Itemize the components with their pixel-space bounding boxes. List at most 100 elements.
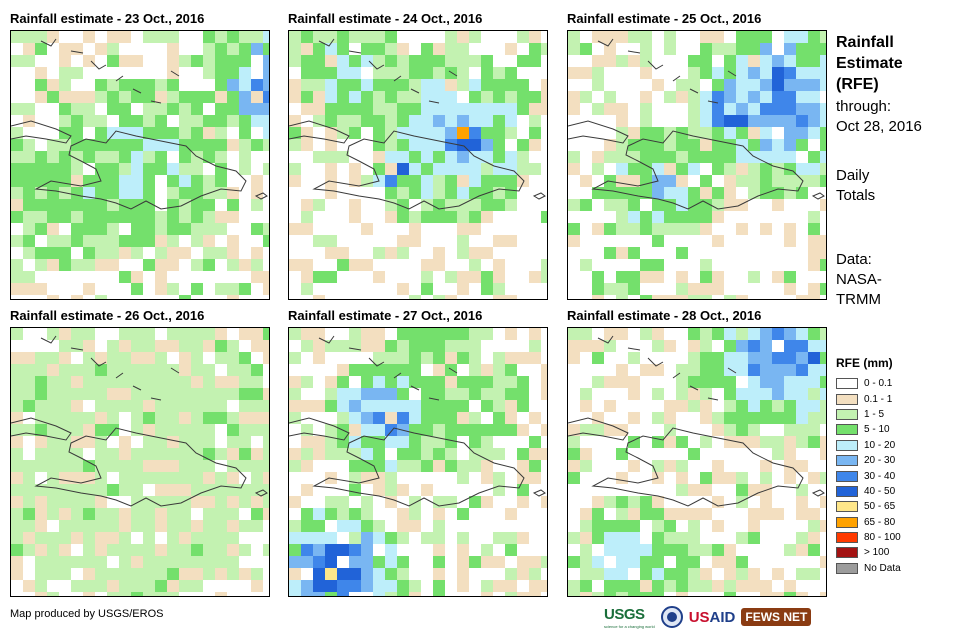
rainfall-cell	[361, 460, 373, 472]
rainfall-cell	[337, 31, 349, 43]
rainfall-cell	[35, 376, 47, 388]
rainfall-cell	[373, 55, 385, 67]
rainfall-cell	[505, 352, 517, 364]
rainfall-cell	[784, 103, 796, 115]
rainfall-cell	[433, 508, 445, 520]
coastline-outline	[289, 417, 350, 441]
rainfall-cell	[239, 283, 251, 295]
rainfall-cell	[239, 67, 251, 79]
rainfall-cell	[580, 460, 592, 472]
rainfall-cell	[616, 496, 628, 508]
rainfall-cell	[505, 424, 517, 436]
rainfall-cell	[325, 91, 337, 103]
legend-swatch	[836, 439, 858, 451]
rainfall-cell	[481, 388, 493, 400]
rainfall-cell	[35, 532, 47, 544]
rainfall-cell	[119, 175, 131, 187]
rainfall-cell	[71, 472, 83, 484]
through-block: through: Oct 28, 2016	[836, 97, 922, 137]
rainfall-cell	[385, 472, 397, 484]
legend-item: 0 - 0.1	[836, 376, 901, 391]
rainfall-cell	[580, 67, 592, 79]
rainfall-cell	[445, 67, 457, 79]
rainfall-cell	[95, 544, 107, 556]
rainfall-cell	[616, 55, 628, 67]
rainfall-cell	[119, 352, 131, 364]
rainfall-cell	[239, 139, 251, 151]
rainfall-cell	[688, 163, 700, 175]
rainfall-cell	[107, 91, 119, 103]
rainfall-cell	[263, 388, 269, 400]
rainfall-cell	[397, 43, 409, 55]
rainfall-cell	[11, 460, 23, 472]
rainfall-cell	[616, 544, 628, 556]
rainfall-cell	[167, 580, 179, 592]
rainfall-cell	[325, 103, 337, 115]
rainfall-cell	[155, 424, 167, 436]
rainfall-cell	[469, 424, 481, 436]
rainfall-cell	[179, 412, 191, 424]
rainfall-cell	[712, 352, 724, 364]
rainfall-cell	[35, 520, 47, 532]
rainfall-cell	[179, 544, 191, 556]
rainfall-cell	[107, 448, 119, 460]
rainfall-cell	[263, 436, 269, 448]
rainfall-cell	[59, 472, 71, 484]
rainfall-cell	[191, 580, 203, 592]
rainfall-cell	[23, 496, 35, 508]
rainfall-cell	[227, 508, 239, 520]
rainfall-cell	[736, 151, 748, 163]
rainfall-cell	[107, 79, 119, 91]
rainfall-cell	[215, 67, 227, 79]
rainfall-cell	[736, 115, 748, 127]
rainfall-cell	[301, 580, 313, 592]
rainfall-cell	[640, 91, 652, 103]
rainfall-cell	[469, 412, 481, 424]
rainfall-cell	[433, 556, 445, 568]
rainfall-cell	[748, 31, 760, 43]
rainfall-cell	[457, 199, 469, 211]
rainfall-cell	[796, 424, 808, 436]
rainfall-cell	[23, 400, 35, 412]
rainfall-cell	[349, 115, 361, 127]
rainfall-cell	[772, 199, 784, 211]
rainfall-cell	[664, 412, 676, 424]
rainfall-cell	[203, 424, 215, 436]
rainfall-cell	[628, 532, 640, 544]
rainfall-cell	[107, 223, 119, 235]
rainfall-cell	[457, 544, 469, 556]
rainfall-cell	[568, 352, 580, 364]
rainfall-cell	[239, 115, 251, 127]
coastline-outline	[568, 417, 629, 441]
rainfall-cell	[289, 79, 301, 91]
rainfall-cell	[808, 163, 820, 175]
rainfall-cell	[215, 556, 227, 568]
rainfall-cell	[203, 55, 215, 67]
rainfall-cell	[191, 364, 203, 376]
rainfall-cell	[409, 580, 421, 592]
rainfall-cell	[179, 247, 191, 259]
rainfall-cell	[808, 223, 820, 235]
rainfall-cell	[179, 568, 191, 580]
rainfall-cell	[409, 103, 421, 115]
rainfall-cell	[227, 67, 239, 79]
rainfall-cell	[227, 340, 239, 352]
rainfall-cell	[748, 271, 760, 283]
rainfall-cell	[239, 520, 251, 532]
rainfall-cell	[457, 508, 469, 520]
rainfall-cell	[131, 544, 143, 556]
rainfall-cell	[568, 103, 580, 115]
rainfall-cell	[469, 340, 481, 352]
rainfall-cell	[191, 496, 203, 508]
rainfall-cell	[481, 163, 493, 175]
rainfall-cell	[796, 295, 808, 299]
rainfall-cell	[541, 376, 547, 388]
rainfall-cell	[167, 496, 179, 508]
rainfall-cell	[337, 43, 349, 55]
rainfall-cell	[457, 532, 469, 544]
rainfall-cell	[397, 163, 409, 175]
rainfall-cell	[167, 67, 179, 79]
rainfall-cell	[409, 520, 421, 532]
rainfall-cell	[289, 163, 301, 175]
rainfall-cell	[748, 139, 760, 151]
